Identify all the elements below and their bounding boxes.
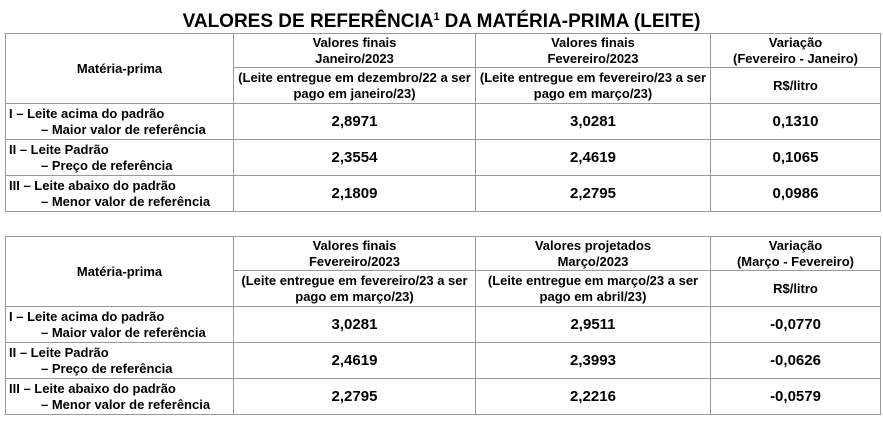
value-cell: 0,1310 (710, 103, 881, 140)
column-header-line2: Janeiro/2023 (315, 50, 394, 66)
column-header-line2: Fevereiro/2023 (308, 253, 401, 269)
header-row: Matéria-prima Valores finais Janeiro/2023 V… (5, 33, 881, 104)
row-header: Matéria-prima (5, 33, 234, 104)
table: Matéria-prima Valores finais Fevereiro/202… (5, 236, 881, 415)
value-cell: 3,0281 (475, 103, 711, 140)
row-sublabel: – Preço de referência (41, 360, 173, 376)
title: VALORES DE REFERÊNCIA1 DA MATÉRIA-PRIMA (… (0, 6, 883, 33)
row-sublabel: – Menor valor de referência (41, 193, 211, 209)
row-label: I – Leite acima do padrão – Maior valor d… (5, 103, 234, 140)
data-row: II – Leite Padrão – Preço de referência 2,… (5, 342, 881, 379)
row-label: II – Leite Padrão – Preço de referência (5, 139, 234, 176)
column-header-line2: (Março - Fevereiro) (736, 253, 855, 269)
column-note: (Leite entregue em março/23 a ser pago e… (475, 270, 711, 307)
value-cell: 2,3554 (233, 139, 476, 176)
column-header: Variação (Março - Fevereiro) (710, 236, 881, 271)
row-sublabel: – Preço de referência (41, 157, 173, 173)
value-cell: 2,2795 (233, 378, 476, 415)
value-cell: 2,9511 (475, 306, 711, 343)
value-cell: -0,0770 (710, 306, 881, 343)
data-row: III – Leite abaixo do padrão – Menor valo… (5, 175, 881, 212)
value-cell: 0,1065 (710, 139, 881, 176)
column-header-line1: Valores finais (551, 34, 635, 50)
value-cell: -0,0579 (710, 378, 881, 415)
row-label: III – Leite abaixo do padrão – Menor valo… (5, 378, 234, 415)
row-header: Matéria-prima (5, 236, 234, 307)
column-header-line1: Valores projetados (534, 237, 652, 253)
value-cell: 0,0986 (710, 175, 881, 212)
column-header-line2: (Fevereiro - Janeiro) (733, 50, 858, 66)
column-note: (Leite entregue em fevereiro/23 a ser pa… (475, 67, 711, 104)
column-header-line1: Valores finais (312, 34, 397, 50)
value-cell: 2,1809 (233, 175, 476, 212)
column-note: (Leite entregue em fevereiro/23 a ser pa… (233, 270, 476, 307)
value-cell: 2,2795 (475, 175, 711, 212)
column-header: Valores finais Janeiro/2023 (233, 33, 476, 68)
column-header: Valores projetados Março/2023 (475, 236, 711, 271)
row-label-main: I – Leite acima do padrão (9, 308, 165, 324)
column-header-line1: Variação (768, 34, 823, 50)
data-row: III – Leite abaixo do padrão – Menor valo… (5, 378, 881, 415)
column-header-line1: Valores finais (312, 237, 397, 253)
row-sublabel: – Menor valor de referência (41, 396, 211, 412)
row-label-main: I – Leite acima do padrão (9, 105, 165, 121)
column-header: Valores finais Fevereiro/2023 (233, 236, 476, 271)
row-label: III – Leite abaixo do padrão – Menor valo… (5, 175, 234, 212)
data-row: I – Leite acima do padrão – Maior valor d… (5, 103, 881, 140)
column-header-line1: Variação (768, 237, 823, 253)
row-label: I – Leite acima do padrão – Maior valor d… (5, 306, 234, 343)
title-superscript: 1 (433, 11, 440, 23)
row-sublabel: – Maior valor de referência (41, 121, 206, 137)
data-row: II – Leite Padrão – Preço de referência 2,… (5, 139, 881, 176)
header-row: Matéria-prima Valores finais Fevereiro/202… (5, 236, 881, 307)
column-note: R$/litro (710, 270, 881, 307)
column-header: Valores finais Fevereiro/2023 (475, 33, 711, 68)
column-header-line2: Março/2023 (557, 253, 629, 269)
column-note: (Leite entregue em dezembro/22 a ser pag… (233, 67, 476, 104)
note-row: (Leite entregue em dezembro/22 a ser pag… (6, 67, 881, 104)
table: Matéria-prima Valores finais Janeiro/2023 V… (5, 33, 881, 212)
column-header-line2: Fevereiro/2023 (547, 50, 639, 66)
value-cell: 2,3993 (475, 342, 711, 379)
value-cell: 2,2216 (475, 378, 711, 415)
row-label-main: III – Leite abaixo do padrão (9, 380, 176, 396)
row-sublabel: – Maior valor de referência (41, 324, 206, 340)
row-label-main: II – Leite Padrão (9, 344, 109, 360)
value-cell: 3,0281 (233, 306, 476, 343)
column-header: Variação (Fevereiro - Janeiro) (710, 33, 881, 68)
data-row: I – Leite acima do padrão – Maior valor d… (5, 306, 881, 343)
row-label-main: II – Leite Padrão (9, 141, 109, 157)
row-label-main: III – Leite abaixo do padrão (9, 177, 176, 193)
note-row: (Leite entregue em fevereiro/23 a ser pa… (6, 270, 881, 307)
column-note: R$/litro (710, 67, 881, 104)
title-main: VALORES DE REFERÊNCIA (182, 11, 434, 32)
value-cell: -0,0626 (710, 342, 881, 379)
value-cell: 2,4619 (475, 139, 711, 176)
row-label: II – Leite Padrão – Preço de referência (5, 342, 234, 379)
title-rest: DA MATÉRIA-PRIMA (LEITE) (444, 11, 701, 32)
value-cell: 2,8971 (233, 103, 476, 140)
value-cell: 2,4619 (233, 342, 476, 379)
